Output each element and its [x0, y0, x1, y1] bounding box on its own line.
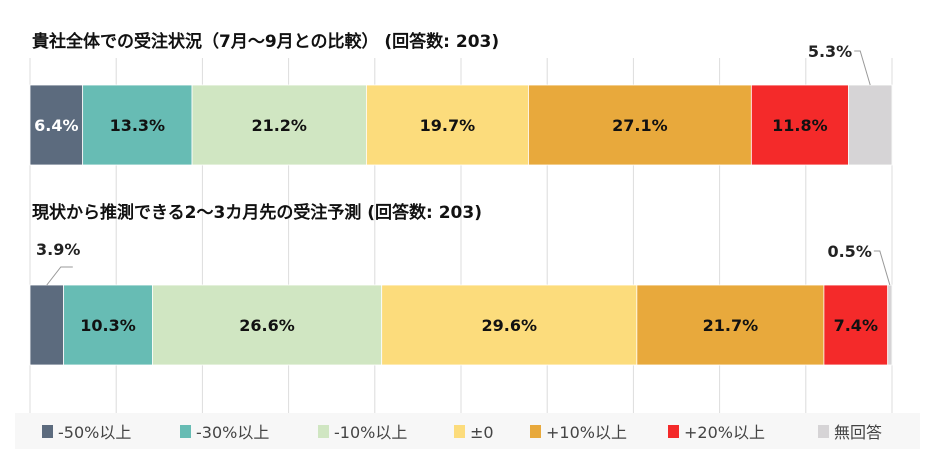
legend-swatch — [530, 425, 541, 438]
bar-segment-5 — [750, 84, 849, 166]
bars: 貴社全体での受注状況（7月～9月との比較） (回答数: 203) 6.4% 13.3… — [29, 31, 893, 366]
legend-item-3: ±0 — [454, 423, 494, 442]
legend-swatch — [454, 425, 465, 438]
legend-item-4: +10%以上 — [530, 423, 627, 442]
data-label-outside: 0.5% — [827, 242, 871, 261]
bar-segment-4 — [636, 284, 825, 366]
legend-item-1: -30%以上 — [180, 423, 269, 442]
legend-label: -50%以上 — [58, 423, 131, 442]
legend-label: +20%以上 — [684, 423, 765, 442]
legend-item-5: +20%以上 — [668, 423, 765, 442]
leader-line — [46, 266, 73, 286]
bar-segment-1 — [82, 84, 193, 166]
bar-segment-6 — [887, 284, 893, 366]
data-label: 11.8% — [772, 116, 828, 135]
bar-segment-4 — [528, 84, 752, 166]
data-label: 13.3% — [110, 116, 166, 135]
series-title: 現状から推測できる2～3カ月先の受注予測 (回答数: 203) — [32, 202, 482, 223]
bar-group-1: 現状から推測できる2～3カ月先の受注予測 (回答数: 203) 3.9% 10.3%… — [29, 202, 893, 366]
leader-line — [854, 50, 871, 86]
bar-segment-0 — [29, 284, 65, 366]
leader-line — [873, 250, 891, 286]
bar-segment-0 — [29, 84, 84, 166]
bar-group-0: 貴社全体での受注状況（7月～9月との比較） (回答数: 203) 6.4% 13.3… — [29, 31, 893, 166]
legend-label: +10%以上 — [546, 423, 627, 442]
data-label: 26.6% — [239, 316, 295, 335]
legend-swatch — [818, 425, 829, 438]
data-label: 29.6% — [482, 316, 538, 335]
legend-item-0: -50%以上 — [42, 423, 131, 442]
legend-label: 無回答 — [834, 423, 882, 442]
data-label: 10.3% — [80, 316, 136, 335]
data-label: 27.1% — [612, 116, 668, 135]
legend-swatch — [668, 425, 679, 438]
legend-item-2: -10%以上 — [318, 423, 407, 442]
data-label: 6.4% — [34, 116, 78, 135]
legend: -50%以上 -30%以上 -10%以上 ±0 +10%以上 +20%以上 無回答 — [15, 413, 920, 449]
bar-segment-3 — [366, 84, 529, 166]
legend-label: ±0 — [470, 423, 494, 442]
bar-segment-2 — [152, 284, 383, 366]
data-label-outside: 5.3% — [808, 42, 852, 61]
legend-label: -30%以上 — [196, 423, 269, 442]
legend-label: -10%以上 — [334, 423, 407, 442]
data-label: 19.7% — [420, 116, 476, 135]
bar-segment-6 — [848, 84, 893, 166]
bar-segment-1 — [63, 284, 153, 366]
data-label: 21.2% — [251, 116, 307, 135]
data-label: 21.7% — [703, 316, 759, 335]
legend-swatch — [42, 425, 53, 438]
bar-segment-2 — [191, 84, 367, 166]
data-label-outside: 3.9% — [36, 240, 80, 259]
legend-swatch — [318, 425, 329, 438]
series-title: 貴社全体での受注状況（7月～9月との比較） (回答数: 203) — [32, 31, 499, 52]
bar-segment-3 — [381, 284, 638, 366]
legend-background — [15, 413, 920, 449]
legend-swatch — [180, 425, 191, 438]
legend-item-6: 無回答 — [818, 423, 882, 442]
data-label: 7.4% — [834, 316, 878, 335]
